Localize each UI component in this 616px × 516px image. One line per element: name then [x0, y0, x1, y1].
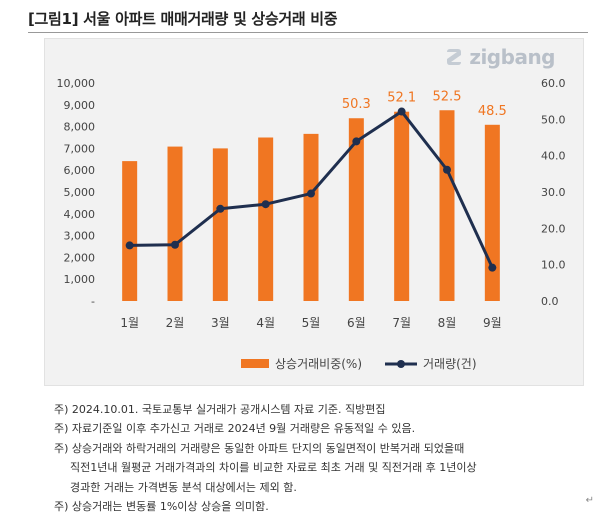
category-label: 1월: [120, 316, 139, 330]
footnotes: 주) 2024.10.01. 국토교통부 실거래가 공개시스템 자료 기준. 직…: [54, 400, 594, 516]
left-axis-tick-label: -: [91, 295, 95, 308]
category-label: 4월: [256, 316, 275, 330]
left-axis-tick-label: 2,000: [64, 251, 96, 264]
footnote-2: 주) 자료기준일 이후 추가신고 거래로 2024년 9월 거래량은 유동적일 …: [54, 422, 416, 436]
volume-point-1월: [125, 241, 134, 250]
left-axis-tick-label: 1,000: [64, 273, 96, 286]
category-label: 7월: [392, 316, 411, 330]
right-axis-tick-label: 10.0: [541, 259, 566, 272]
zigbang-logo: zigbang: [443, 45, 555, 69]
figure-title: [그림1] 서울 아파트 매매거래량 및 상승거래 비중: [28, 10, 338, 28]
combo-chart: - 1,000 2,000 3,000 4,000 5,000 6,000 7,000 8,00…: [57, 77, 566, 371]
volume-point-9월: [488, 263, 497, 272]
footnote-3-cont-2: 경과한 거래는 가격변동 분석 대상에서는 제외 함.: [70, 480, 297, 494]
category-label: 8월: [438, 316, 457, 330]
bar-3월: [212, 148, 228, 301]
left-axis-tick-label: 3,000: [64, 230, 96, 243]
right-axis-tick-label: 50.0: [541, 113, 566, 126]
left-axis-tick-label: 9,000: [64, 99, 96, 112]
left-axis-tick-label: 10,000: [57, 77, 96, 90]
volume-point-8월: [443, 165, 451, 174]
right-axis-tick-label: 30.0: [541, 186, 566, 199]
category-label: 9월: [483, 316, 502, 330]
paragraph-end-mark: ↵: [585, 495, 594, 506]
bar-2월: [167, 146, 183, 301]
volume-point-7월: [397, 107, 406, 116]
bar-1월: [122, 161, 138, 301]
volume-point-2월: [171, 240, 179, 249]
bar-data-label: 50.3: [342, 97, 371, 112]
bar-4월: [258, 137, 274, 301]
bar-data-label: 48.5: [478, 104, 507, 119]
bar-data-label: 52.1: [387, 91, 416, 106]
left-axis-tick-label: 8,000: [64, 121, 96, 134]
volume-point-4월: [261, 200, 270, 209]
right-axis-tick-label: 0.0: [541, 295, 559, 308]
category-label: 5월: [302, 316, 321, 330]
right-axis-tick-label: 60.0: [541, 77, 566, 90]
logo-text: zigbang: [469, 45, 555, 69]
right-axis-tick-label: 40.0: [541, 150, 566, 163]
footnote-3-cont-1: 직전1년내 월평균 거래가격과의 차이를 비교한 자료로 최초 거래 및 직전거…: [70, 461, 477, 475]
bar-6월: [348, 118, 364, 301]
bar-7월: [394, 111, 410, 301]
left-axis-tick-label: 7,000: [64, 142, 96, 155]
bar-data-label: 52.5: [433, 89, 462, 104]
volume-point-3월: [216, 204, 225, 213]
left-axis-tick-label: 4,000: [64, 208, 96, 221]
chart-area: zigbang - 1,000 2,000 3,000 4,000 5,000 6,000 7…: [44, 38, 584, 386]
category-label: 3월: [211, 316, 230, 330]
legend-line-marker: [397, 360, 405, 368]
zigbang-logo-icon: [447, 49, 462, 65]
footnote-3: 주) 상승거래와 하락거래의 거래량은 동일한 아파트 단지의 동일면적이 반복…: [54, 441, 465, 455]
legend-bar-swatch: [241, 359, 269, 368]
footnote-4: 주) 상승거래는 변동률 1%이상 상승을 의미함.: [54, 500, 269, 514]
bar-5월: [303, 133, 319, 301]
volume-point-6월: [352, 137, 361, 146]
left-axis-tick-label: 6,000: [64, 164, 96, 177]
left-axis-tick-label: 5,000: [64, 186, 96, 199]
category-label: 6월: [347, 316, 366, 330]
legend-bar-label: 상승거래비중(%): [275, 357, 362, 371]
category-label: 2월: [166, 316, 185, 330]
bar-9월: [484, 124, 500, 302]
title-divider: [28, 32, 588, 33]
legend-line-label: 거래량(건): [423, 357, 477, 371]
footnote-1: 주) 2024.10.01. 국토교통부 실거래가 공개시스템 자료 기준. 직…: [54, 403, 386, 416]
bar-8월: [439, 110, 455, 301]
volume-point-5월: [307, 189, 315, 198]
right-axis-tick-label: 20.0: [541, 222, 566, 235]
